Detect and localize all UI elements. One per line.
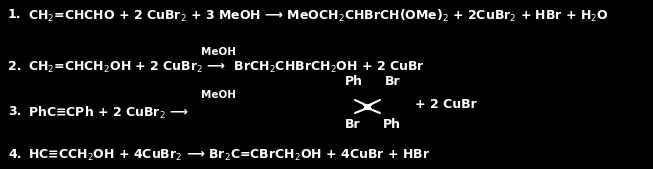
Text: CH$_2$=CHCH$_2$OH + 2 CuBr$_2$ ⟶  BrCH$_2$CHBrCH$_2$OH + 2 CuBr: CH$_2$=CHCH$_2$OH + 2 CuBr$_2$ ⟶ BrCH$_2…	[28, 60, 425, 75]
Text: MeOH: MeOH	[200, 47, 236, 57]
Text: PhC≡CPh + 2 CuBr$_2$ ⟶: PhC≡CPh + 2 CuBr$_2$ ⟶	[28, 105, 189, 121]
Text: Br: Br	[345, 118, 360, 131]
Text: HC≡CCH$_2$OH + 4CuBr$_2$ ⟶ Br$_2$C=CBrCH$_2$OH + 4CuBr + HBr: HC≡CCH$_2$OH + 4CuBr$_2$ ⟶ Br$_2$C=CBrCH…	[28, 148, 430, 163]
Text: Ph: Ph	[383, 118, 401, 131]
Text: Ph: Ph	[345, 75, 363, 88]
Text: 4.: 4.	[8, 148, 22, 161]
Text: + 2 CuBr: + 2 CuBr	[415, 99, 477, 112]
Text: CH$_2$=CHCHO + 2 CuBr$_2$ + 3 MeOH ⟶ MeOCH$_2$CHBrCH(OMe)$_2$ + 2CuBr$_2$ + HBr : CH$_2$=CHCHO + 2 CuBr$_2$ + 3 MeOH ⟶ MeO…	[28, 8, 609, 24]
Text: Br: Br	[385, 75, 401, 88]
Text: 3.: 3.	[8, 105, 22, 118]
Text: MeOH: MeOH	[200, 90, 236, 100]
Text: 1.: 1.	[8, 8, 22, 21]
Text: 2.: 2.	[8, 60, 22, 73]
